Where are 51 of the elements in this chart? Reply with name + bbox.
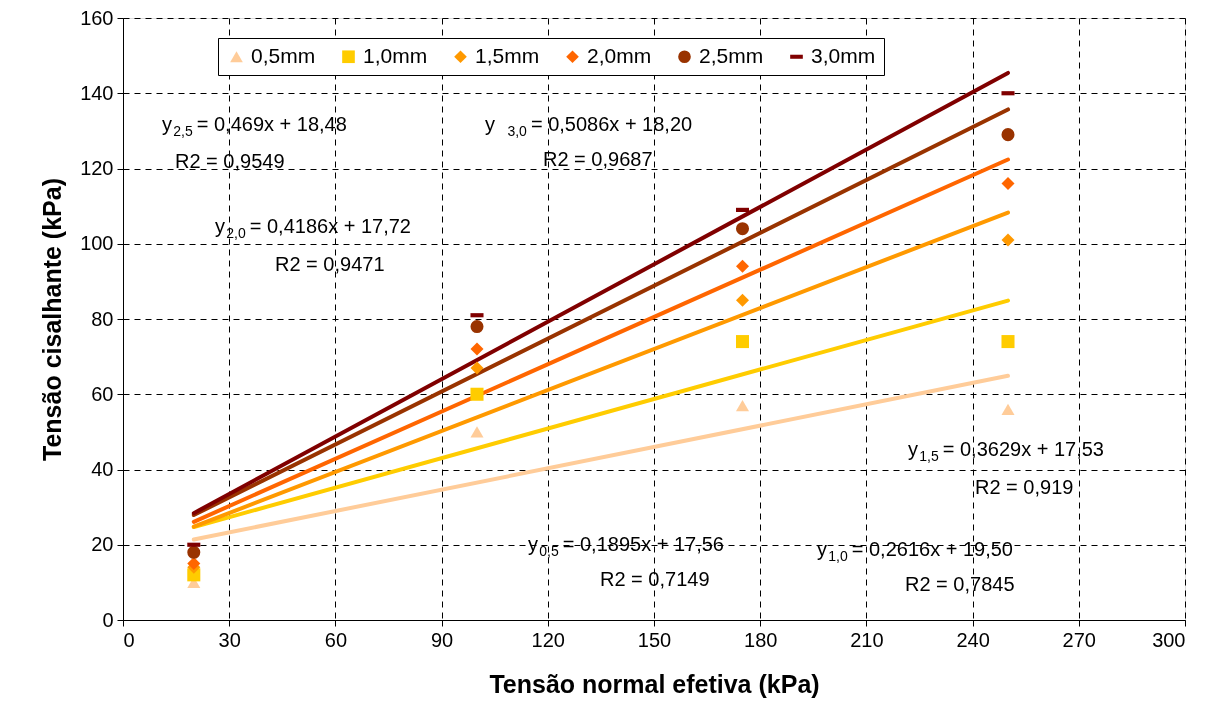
- legend-label: 2,0mm: [587, 43, 652, 67]
- y-tick-label: 20: [91, 533, 114, 556]
- annotation: R2 = 0,7149: [600, 568, 710, 590]
- x-tick-label: 90: [430, 628, 454, 651]
- point: [735, 293, 750, 307]
- annotation: y 3,0= 0,5086x + 18,20: [485, 113, 693, 139]
- x-tick-label: 300: [1152, 628, 1186, 651]
- legend-label: 2,5mm: [699, 43, 764, 67]
- x-tick-label: 60: [324, 628, 348, 651]
- y-tick-label: 140: [80, 81, 114, 104]
- point: [1001, 335, 1015, 349]
- x-tick-label: 180: [744, 628, 778, 651]
- point: [470, 361, 484, 375]
- annotation: R2 = 0,9471: [275, 253, 385, 275]
- y-tick-label: 40: [91, 458, 114, 480]
- point: [1001, 233, 1015, 247]
- legend-label: 1,5mm: [475, 43, 540, 67]
- y-tick-label: 160: [80, 6, 114, 29]
- point: [470, 320, 484, 334]
- point: [735, 335, 750, 349]
- legend-label: 1,0mm: [363, 43, 428, 67]
- point: [187, 545, 201, 559]
- x-tick-label: 30: [218, 628, 241, 651]
- y-tick-label: 100: [80, 232, 114, 255]
- annotation: R2 = 0,7845: [905, 573, 1015, 595]
- y-tick-label: 0: [102, 608, 114, 631]
- y-tick-label: 60: [91, 382, 114, 405]
- point: [1001, 177, 1015, 191]
- x-tick-label: 120: [531, 628, 565, 651]
- x-tick-label: 210: [850, 628, 884, 651]
- annotation: R2 = 0,919: [975, 476, 1074, 498]
- legend-label: 3,0mm: [811, 43, 876, 67]
- annotation: R2 = 0,9549: [175, 150, 285, 172]
- y-axis-title: Tensão cisalhante (kPa): [38, 178, 67, 461]
- point: [470, 426, 484, 438]
- annotation: R2 = 0,9687: [543, 148, 653, 170]
- x-tick-label: 240: [956, 628, 990, 651]
- x-tick-label: 0: [123, 628, 135, 651]
- x-tick-label: 150: [637, 628, 672, 651]
- legend-label: 0,5mm: [251, 43, 316, 67]
- point: [735, 222, 750, 236]
- point: [735, 399, 750, 412]
- point: [1001, 403, 1015, 415]
- x-axis-title: Tensão normal efetiva (kPa): [489, 669, 820, 698]
- y-tick-label: 120: [80, 157, 114, 179]
- y-tick-label: 80: [91, 307, 114, 330]
- point: [470, 387, 484, 401]
- x-tick-label: 270: [1062, 628, 1096, 651]
- point: [1001, 128, 1015, 142]
- point: [470, 342, 484, 356]
- point: [735, 259, 750, 273]
